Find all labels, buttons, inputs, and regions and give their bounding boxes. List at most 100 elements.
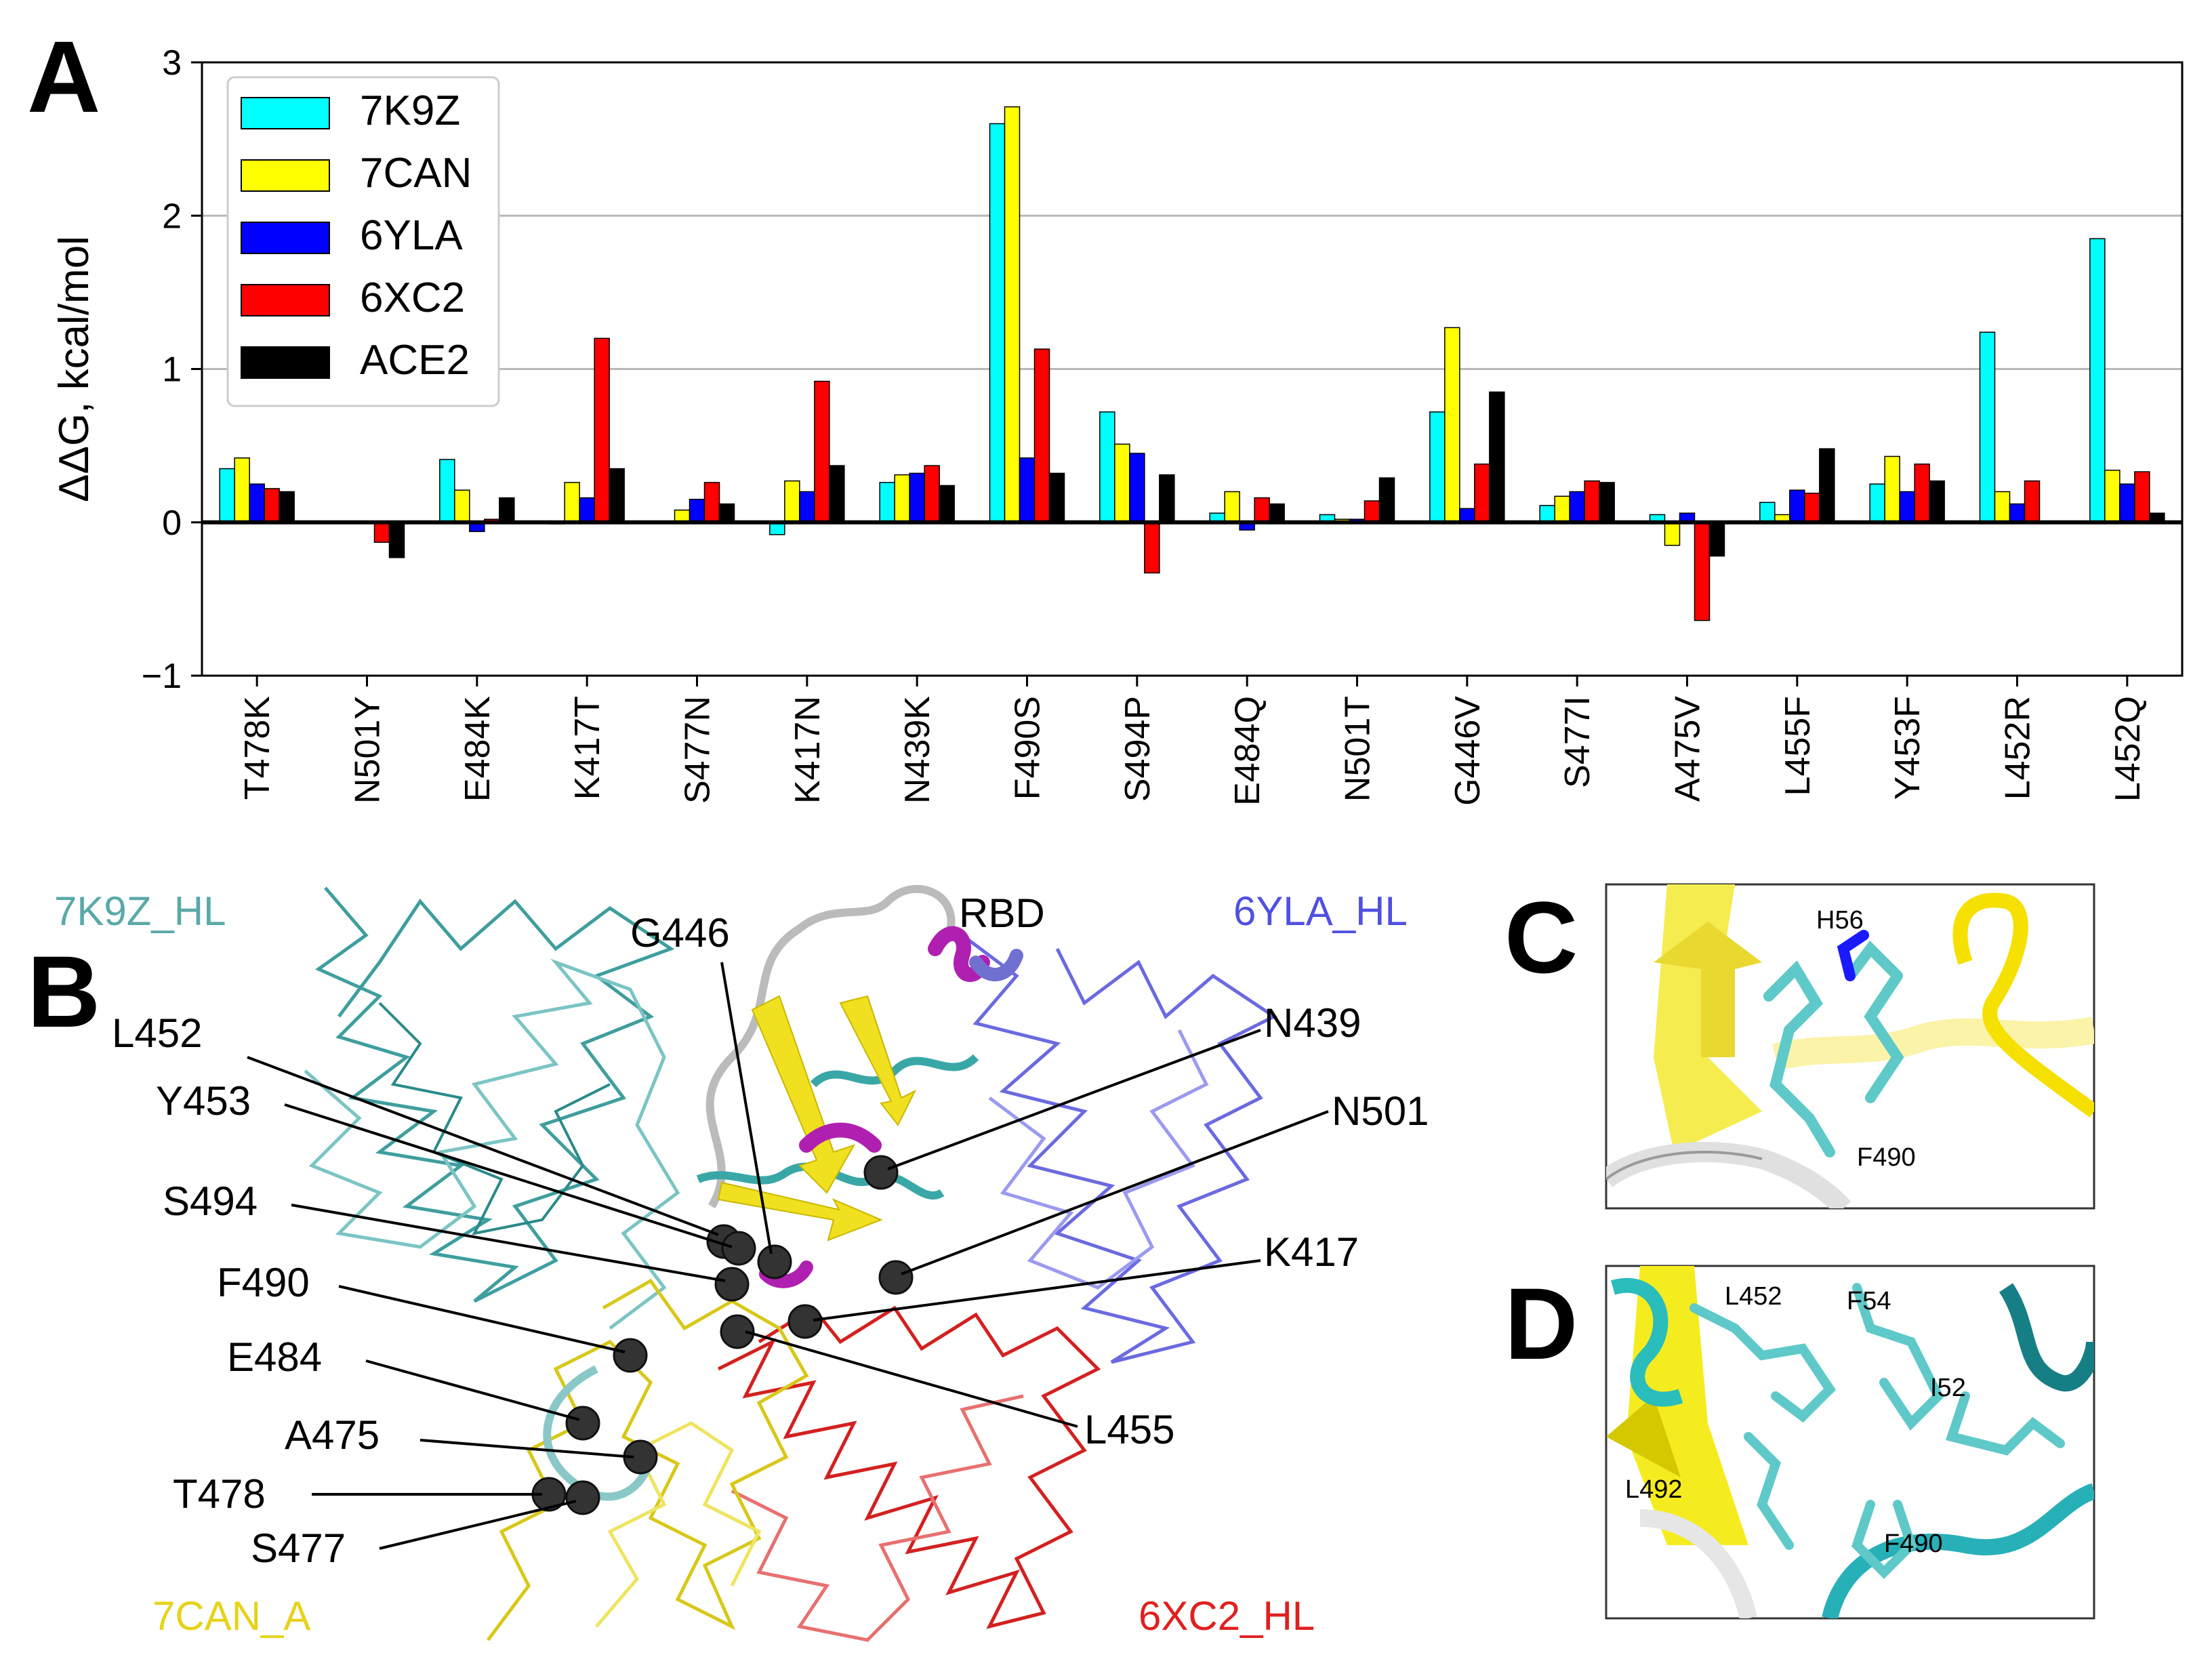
bar-6yla-s477i bbox=[1569, 491, 1585, 523]
panel-letter-c: C bbox=[1504, 880, 1578, 994]
rbd-helix-4 bbox=[969, 949, 1023, 982]
y-tick-label: 0 bbox=[162, 504, 182, 543]
bar-ace2-n501t bbox=[1378, 477, 1395, 523]
bar-7can-n439k bbox=[894, 474, 910, 523]
bar-7can-e484q bbox=[1224, 491, 1240, 523]
legend-label-7can: 7CAN bbox=[360, 150, 472, 197]
chain-label-rbd: RBD bbox=[959, 890, 1045, 936]
residue-labels: L452 Y453 S494 F490 E484 A475 T478 S477 … bbox=[112, 910, 1429, 1571]
panel-letter-b: B bbox=[27, 935, 100, 1048]
bar-7k9z-l455f bbox=[1759, 501, 1776, 523]
bar-7can-y453f bbox=[1884, 455, 1900, 523]
bar-7k9z-e484k bbox=[439, 459, 455, 523]
residue-label-y453: Y453 bbox=[156, 1078, 251, 1124]
bar-chart: −1 0 1 2 3 T478K N501Y E484K K417T S477N K417N N43… bbox=[51, 43, 2184, 806]
bar-6yla-l455f bbox=[1789, 489, 1805, 523]
bar-7can-f490s bbox=[1004, 106, 1021, 523]
bar-ace2-n439k bbox=[939, 485, 955, 523]
residue-label-k417: K417 bbox=[1264, 1229, 1359, 1275]
residue-label-l452: L452 bbox=[112, 1010, 202, 1056]
bar-6xc2-s477n bbox=[703, 482, 720, 523]
y-axis-label: ΔΔG, kcal/mol bbox=[51, 236, 98, 502]
chain-7k9z-trace bbox=[314, 886, 675, 1303]
bar-7k9z-y453f bbox=[1869, 483, 1885, 523]
rbd-helix-2 bbox=[799, 1122, 882, 1153]
inset-d-label-l452: L452 bbox=[1725, 1282, 1782, 1311]
bar-ace2-s477n bbox=[718, 503, 735, 523]
y-tick-label: 2 bbox=[162, 197, 182, 236]
x-tick-label: L452Q bbox=[2108, 696, 2148, 802]
bar-7k9z-l452q bbox=[2089, 238, 2106, 523]
chain-6xc2-trace-2 bbox=[731, 1394, 1024, 1642]
bar-ace2-s477i bbox=[1599, 482, 1615, 523]
chain-label-7can: 7CAN_A bbox=[152, 1593, 310, 1639]
bar-6yla-t478k bbox=[249, 483, 265, 523]
x-tick-label: S494P bbox=[1118, 696, 1158, 802]
sphere-f490 bbox=[613, 1338, 648, 1373]
residue-label-t478: T478 bbox=[173, 1471, 266, 1517]
bar-ace2-a475v bbox=[1708, 522, 1725, 557]
inset-d-dark-helix bbox=[1999, 1283, 2094, 1392]
bar-6yla-k417t bbox=[579, 497, 595, 523]
chain-7can-trace-2 bbox=[595, 1421, 762, 1628]
mutation-site-spheres bbox=[531, 1155, 914, 1515]
bars bbox=[219, 106, 2165, 621]
chain-7k9z-trace-3 bbox=[378, 1002, 611, 1235]
x-tick-label: T478K bbox=[238, 696, 277, 800]
residue-label-e484: E484 bbox=[227, 1334, 322, 1380]
bar-6yla-k417n bbox=[799, 491, 815, 523]
inset-d-label-f490: F490 bbox=[1884, 1530, 1943, 1558]
residue-label-s477: S477 bbox=[251, 1525, 346, 1571]
sphere-s477 bbox=[565, 1480, 600, 1515]
x-tick-label: K417N bbox=[788, 696, 827, 804]
residue-label-s494: S494 bbox=[163, 1179, 258, 1224]
inset-c-sidechains bbox=[1763, 940, 1904, 1157]
sphere-k417 bbox=[787, 1304, 823, 1339]
x-tick-label: N439K bbox=[898, 696, 937, 804]
bar-6xc2-n501y bbox=[373, 522, 390, 543]
bar-7k9z-s494p bbox=[1099, 411, 1115, 523]
inset-d-sidechains bbox=[1689, 1283, 2065, 1579]
bar-ace2-y453f bbox=[1929, 480, 1945, 523]
bar-7can-t478k bbox=[234, 457, 250, 523]
chain-label-6yla: 6YLA_HL bbox=[1233, 888, 1408, 934]
inset-d: L452 F54 I52 L492 F490 bbox=[1605, 1265, 2095, 1620]
x-tick-label: E484Q bbox=[1228, 696, 1267, 806]
bar-7can-k417t bbox=[564, 482, 580, 523]
bar-7can-s477i bbox=[1554, 495, 1570, 523]
legend-label-7k9z: 7K9Z bbox=[360, 87, 460, 134]
x-tick-label: A475V bbox=[1668, 696, 1708, 802]
y-tick-label: −1 bbox=[142, 657, 182, 696]
bar-6yla-y453f bbox=[1899, 491, 1915, 523]
legend-swatch-7k9z bbox=[241, 97, 330, 129]
legend-swatch-6xc2 bbox=[241, 284, 330, 316]
inset-c-label-f490: F490 bbox=[1857, 1143, 1916, 1172]
inset-d-arrow bbox=[1606, 1396, 1681, 1477]
x-tick-label: L452R bbox=[1999, 696, 2038, 800]
chain-label-6xc2: 6XC2_HL bbox=[1139, 1593, 1315, 1639]
bar-6yla-s477n bbox=[689, 499, 705, 523]
bar-6xc2-t478k bbox=[264, 488, 280, 523]
bar-ace2-l455f bbox=[1819, 448, 1835, 523]
rbd-beta-sheet-3 bbox=[839, 995, 917, 1126]
bar-6xc2-f490s bbox=[1033, 348, 1050, 523]
residue-label-g446: G446 bbox=[630, 910, 730, 956]
bar-7can-l452q bbox=[2104, 470, 2121, 523]
sphere-n501 bbox=[878, 1260, 914, 1295]
bar-ace2-n501y bbox=[388, 522, 405, 558]
bar-ace2-k417n bbox=[829, 465, 845, 523]
bar-7can-k417n bbox=[784, 480, 800, 523]
bar-6xc2-n439k bbox=[924, 465, 940, 523]
chain-6xc2-trace bbox=[717, 1305, 1101, 1629]
bar-ace2-e484k bbox=[499, 497, 515, 523]
legend: 7K9Z 7CAN 6YLA 6XC2 ACE2 bbox=[226, 76, 500, 407]
residue-label-n501: N501 bbox=[1332, 1088, 1429, 1134]
residue-label-l455: L455 bbox=[1084, 1407, 1174, 1452]
chain-7k9z-trace-2 bbox=[304, 958, 680, 1330]
x-tick-label: G446V bbox=[1448, 696, 1488, 806]
inset-c-arrow bbox=[1654, 922, 1762, 1057]
residue-label-f490: F490 bbox=[217, 1260, 310, 1305]
panel-letter-a: A bbox=[27, 20, 100, 134]
x-tick-label: Y453F bbox=[1888, 696, 1927, 800]
bar-ace2-f490s bbox=[1048, 472, 1065, 523]
